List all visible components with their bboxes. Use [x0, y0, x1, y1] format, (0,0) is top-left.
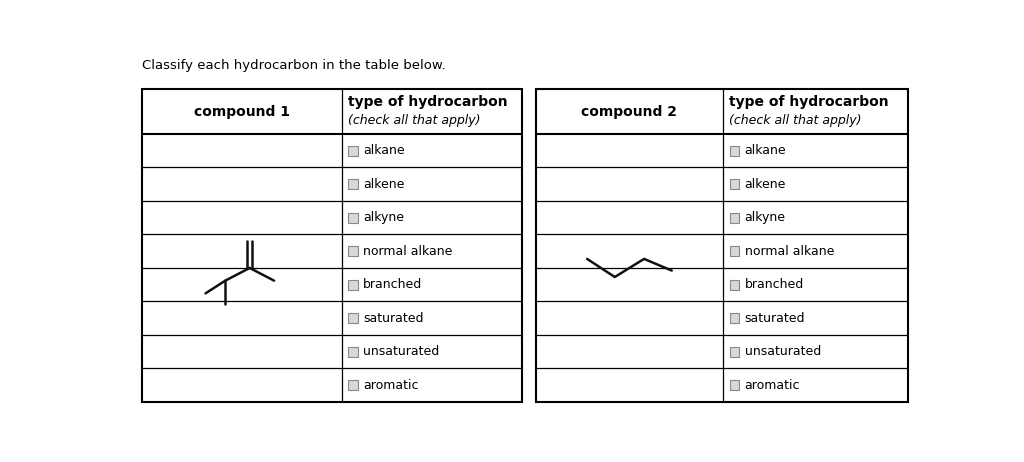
Text: compound 2: compound 2 [582, 105, 678, 119]
FancyBboxPatch shape [730, 246, 739, 256]
FancyBboxPatch shape [730, 313, 739, 323]
FancyBboxPatch shape [730, 380, 739, 390]
FancyBboxPatch shape [348, 213, 358, 223]
FancyBboxPatch shape [730, 347, 739, 357]
Text: alkene: alkene [744, 178, 785, 191]
FancyBboxPatch shape [730, 179, 739, 189]
Text: saturated: saturated [364, 312, 424, 325]
Text: normal alkane: normal alkane [364, 245, 453, 258]
Bar [536, 89, 907, 402]
Text: saturated: saturated [744, 312, 805, 325]
Text: unsaturated: unsaturated [364, 345, 439, 358]
Bar [142, 89, 521, 402]
Text: aromatic: aromatic [744, 379, 800, 392]
Text: alkane: alkane [364, 144, 404, 157]
FancyBboxPatch shape [348, 246, 358, 256]
Text: aromatic: aromatic [364, 379, 419, 392]
Text: alkene: alkene [364, 178, 404, 191]
FancyBboxPatch shape [730, 213, 739, 223]
Text: alkane: alkane [744, 144, 786, 157]
FancyBboxPatch shape [348, 347, 358, 357]
FancyBboxPatch shape [730, 280, 739, 290]
Text: (check all that apply): (check all that apply) [729, 114, 862, 127]
Text: type of hydrocarbon: type of hydrocarbon [348, 95, 508, 109]
Text: (check all that apply): (check all that apply) [348, 114, 480, 127]
Text: unsaturated: unsaturated [744, 345, 821, 358]
Text: type of hydrocarbon: type of hydrocarbon [729, 95, 889, 109]
FancyBboxPatch shape [348, 280, 358, 290]
FancyBboxPatch shape [730, 146, 739, 156]
Text: alkyne: alkyne [364, 211, 404, 224]
Text: Classify each hydrocarbon in the table below.: Classify each hydrocarbon in the table b… [142, 60, 445, 73]
Text: branched: branched [364, 278, 423, 291]
FancyBboxPatch shape [348, 380, 358, 390]
Text: compound 1: compound 1 [194, 105, 290, 119]
Text: normal alkane: normal alkane [744, 245, 834, 258]
FancyBboxPatch shape [348, 313, 358, 323]
Text: branched: branched [744, 278, 804, 291]
FancyBboxPatch shape [348, 179, 358, 189]
Text: alkyne: alkyne [744, 211, 785, 224]
FancyBboxPatch shape [348, 146, 358, 156]
